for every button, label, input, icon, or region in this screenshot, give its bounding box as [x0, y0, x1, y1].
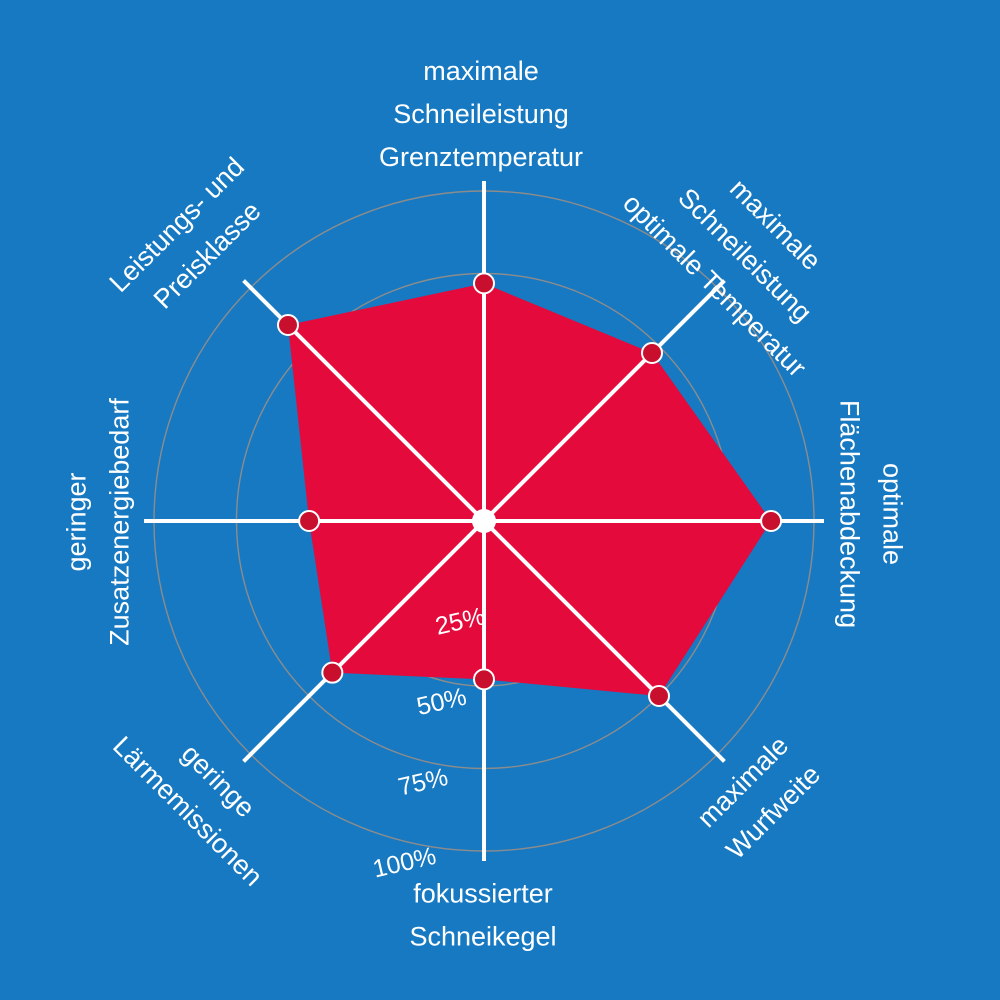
- axis-label-text-6: geringeLärmemissionen: [107, 700, 299, 892]
- axis-label-5: fokussierter Schneikegel: [409, 879, 556, 952]
- axis-label-line: geringer: [62, 472, 92, 571]
- axis-label-line: Zusatzenergiebedarf: [105, 398, 135, 646]
- data-point-7: [298, 510, 321, 532]
- series-area: [287, 283, 772, 697]
- data-point-6: [321, 661, 344, 684]
- axis-label-text-8: Leistungs- undPreisklasse: [104, 152, 281, 329]
- axis-label-1: maximale Schneileistung Grenztemperatur: [379, 56, 583, 172]
- axis-label-text-3: optimale Flächenabdeckung: [835, 400, 908, 628]
- center-hub: [472, 509, 496, 533]
- tick-label-4: 100%: [370, 842, 439, 884]
- axis-label-6: geringeLärmemissionen: [107, 700, 299, 892]
- spoke-4: [482, 519, 726, 763]
- data-point-1: [473, 272, 495, 295]
- axis-label-line: maximale: [423, 56, 539, 86]
- data-point-5: [473, 668, 495, 691]
- axis-label-text-7: geringer Zusatzenergiebedarf: [62, 398, 135, 646]
- spoke-2: [482, 279, 726, 523]
- data-point-8: [276, 313, 299, 336]
- axis-label-3: optimale Flächenabdeckung: [835, 400, 908, 628]
- data-point-3: [760, 510, 783, 532]
- tick-label-3: 75%: [396, 763, 451, 802]
- axis-label-line: Grenztemperatur: [379, 142, 583, 172]
- axis-label-line: fokussierter: [413, 879, 553, 909]
- data-point-4: [648, 685, 671, 708]
- axis-label-text-1: maximale Schneileistung Grenztemperatur: [379, 56, 583, 172]
- data-point-2: [641, 341, 664, 364]
- spoke-6: [242, 519, 486, 763]
- axis-label-line: Schneileistung: [393, 99, 569, 129]
- axis-label-line: Schneikegel: [409, 922, 556, 952]
- axis-label-line: optimale: [878, 463, 908, 565]
- axis-label-7: geringer Zusatzenergiebedarf: [62, 398, 135, 646]
- axis-label-8: Leistungs- undPreisklasse: [104, 152, 281, 329]
- axis-label-line: Flächenabdeckung: [835, 400, 865, 628]
- tick-label-2: 50%: [414, 683, 469, 722]
- axis-label-text-5: fokussierter Schneikegel: [409, 879, 556, 952]
